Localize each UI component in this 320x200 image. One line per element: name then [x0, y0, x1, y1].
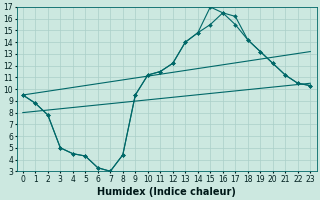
- X-axis label: Humidex (Indice chaleur): Humidex (Indice chaleur): [97, 187, 236, 197]
